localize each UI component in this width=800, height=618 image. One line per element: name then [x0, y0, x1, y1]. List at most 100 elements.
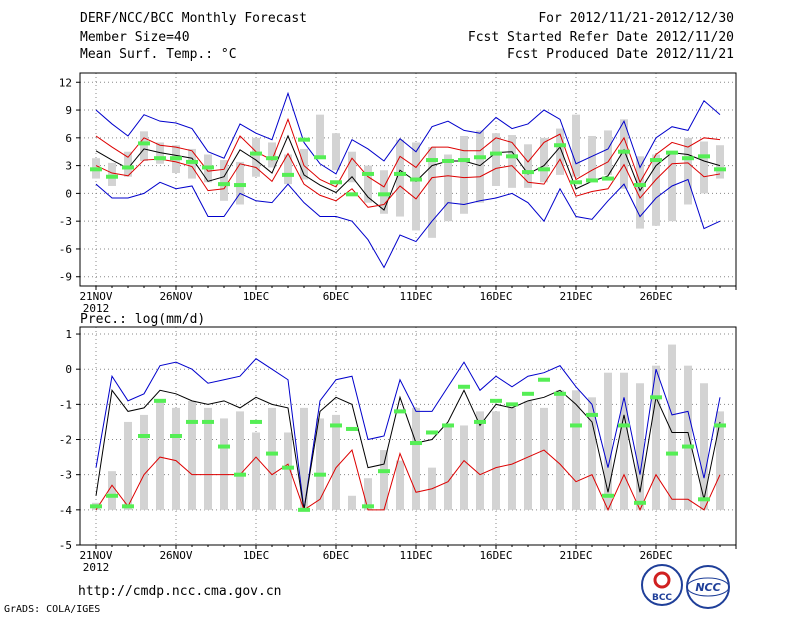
produced-date: Fcst Produced Date 2012/11/21 [507, 47, 734, 62]
y-tick-label: -1 [59, 398, 72, 411]
series-line-lower [95, 152, 721, 208]
observed-mark [538, 377, 550, 382]
spread-box [556, 390, 564, 510]
spread-box [700, 141, 708, 194]
observed-mark [586, 412, 598, 417]
precipitation-panel: 1 0 -1 -2 -3 -4 -5 21NOV 26NOV 1DEC 6DEC 11DEC 16DEC… [59, 326, 737, 574]
x-tick-label: 21NOV [79, 549, 112, 562]
y-tick-label: -5 [59, 539, 72, 552]
observed-mark [378, 469, 390, 474]
y-tick-label: -3 [59, 215, 72, 228]
y-tick-label: -4 [59, 504, 73, 517]
observed-mark [442, 158, 454, 163]
spread-box [428, 147, 436, 238]
spread-box [236, 411, 244, 510]
observed-mark [490, 398, 502, 403]
spread-box [396, 460, 404, 510]
x-tick-label: 1DEC [243, 290, 270, 303]
spread-box [380, 170, 388, 214]
x-tick-label: 6DEC [323, 549, 350, 562]
plot-frame [79, 72, 737, 287]
observed-mark [634, 183, 646, 188]
observed-mark [698, 497, 710, 502]
observed-mark [298, 137, 310, 142]
observed-mark [138, 434, 150, 438]
x-tick-label: 21DEC [559, 290, 592, 303]
series-line-max [95, 91, 721, 175]
observed-mark [90, 504, 102, 509]
spread-box [556, 128, 564, 175]
spread-box [188, 400, 196, 510]
observed-mark [634, 500, 646, 505]
series-line-mean [95, 389, 721, 510]
spread-box [220, 418, 228, 510]
spread-box [316, 418, 324, 510]
observed-mark [170, 434, 182, 438]
spread-box [396, 139, 404, 217]
source-url[interactable]: http://cmdp.ncc.cma.gov.cn [78, 584, 282, 599]
spread-box [284, 154, 292, 185]
observed-mark [650, 395, 662, 400]
observed-mark [170, 156, 182, 161]
observed-mark [202, 165, 214, 170]
spread-box [524, 144, 532, 188]
observed-mark [122, 504, 134, 509]
forecast-period: For 2012/11/21-2012/12/30 [538, 11, 734, 26]
observed-mark [618, 149, 630, 154]
observed-mark [618, 423, 630, 428]
x-tick-label: 26NOV [159, 290, 192, 303]
observed-mark [650, 158, 662, 163]
observed-mark [426, 158, 438, 163]
x-tick-year: 2012 [83, 302, 110, 315]
observed-mark [522, 170, 534, 175]
observed-mark [490, 151, 502, 156]
y-tick-label: 6 [65, 132, 72, 145]
observed-mark [570, 423, 582, 428]
x-tick-label: 26DEC [639, 549, 672, 562]
series-line-mean [95, 134, 721, 211]
observed-mark [298, 507, 310, 512]
y-tick-label: 0 [65, 187, 72, 200]
observed-mark [378, 192, 390, 197]
observed-mark [458, 158, 470, 163]
observed-mark [602, 493, 614, 498]
spread-box [476, 130, 484, 203]
spread-box [204, 407, 212, 510]
spread-box [652, 154, 660, 226]
y-tick-label: 0 [65, 363, 72, 376]
observed-mark [346, 426, 358, 431]
spread-box [716, 145, 724, 179]
precip-panel-title: Prec.: log(mm/d) [80, 312, 205, 327]
observed-mark [426, 430, 438, 435]
x-tick-label: 1DEC [243, 549, 270, 562]
spread-box [172, 407, 180, 510]
spread-box [604, 372, 612, 510]
x-tick-label: 16DEC [479, 290, 512, 303]
observed-mark [522, 391, 534, 396]
observed-mark [330, 180, 342, 185]
x-tick-label: 6DEC [323, 290, 350, 303]
ncc-logo-text: NCC [695, 581, 720, 594]
spread-box [684, 137, 692, 205]
spread-box [652, 365, 660, 510]
observed-mark [266, 451, 278, 456]
bcc-logo: BCC [641, 564, 683, 606]
observed-mark [538, 167, 550, 172]
observed-mark [698, 154, 710, 159]
observed-mark [410, 177, 422, 182]
observed-mark [506, 154, 518, 159]
spread-box [316, 114, 324, 157]
observed-mark [394, 171, 406, 176]
observed-mark [474, 419, 486, 424]
series-line-upper [95, 117, 721, 188]
spread-box [588, 397, 596, 510]
y-tick-label: 1 [65, 328, 72, 341]
x-tick-label: 11DEC [399, 549, 432, 562]
spread-box [460, 135, 468, 214]
spread-box [412, 142, 420, 231]
spread-box [572, 114, 580, 177]
observed-mark [250, 151, 262, 156]
spread-box [540, 137, 548, 183]
spread-box [684, 365, 692, 510]
observed-mark [682, 156, 694, 161]
